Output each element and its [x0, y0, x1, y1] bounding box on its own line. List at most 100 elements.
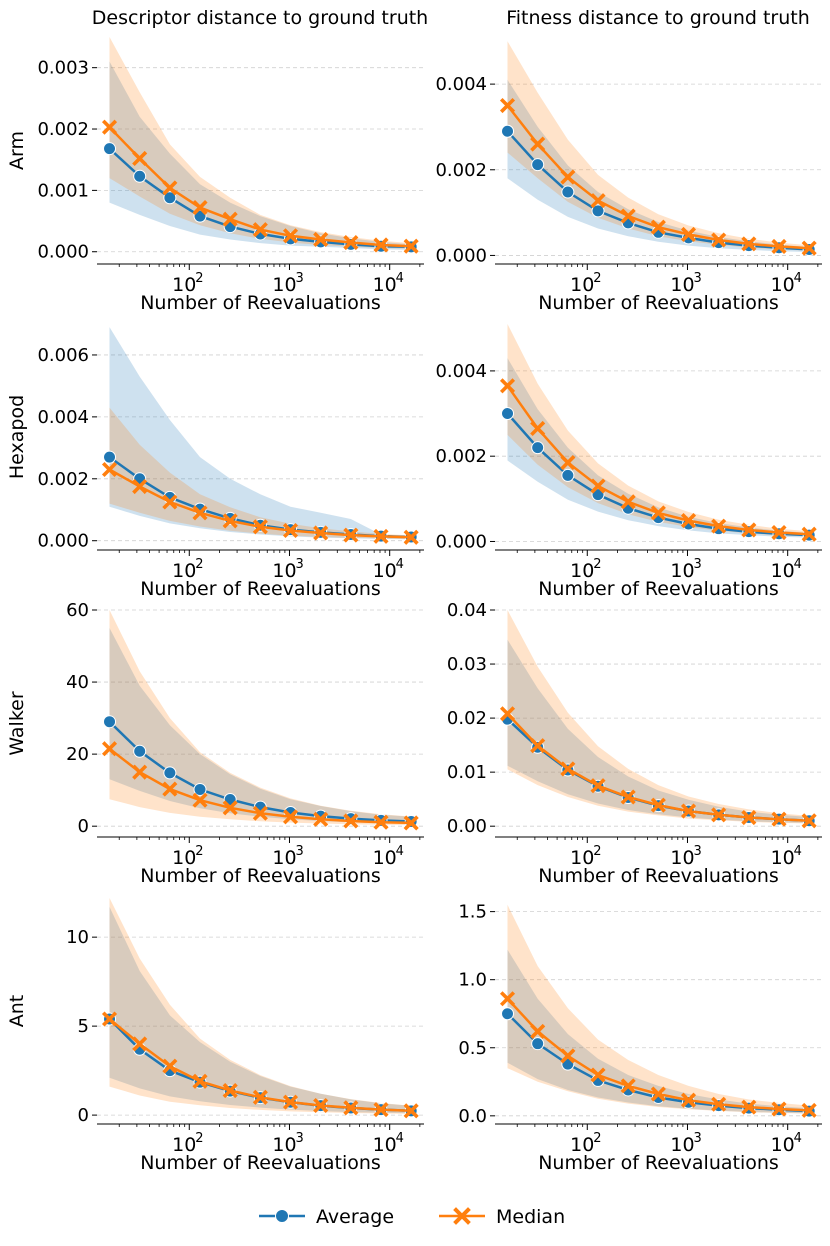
median-confidence-band: [507, 324, 810, 537]
median-point: [343, 1100, 359, 1116]
x-tick-exponent: 3: [693, 1131, 701, 1146]
x-axis-label: Number of Reevaluations: [538, 578, 779, 600]
median-point: [132, 150, 148, 167]
row-label: Hexapod: [6, 395, 28, 479]
legend-median-marker: [453, 1207, 471, 1225]
median-point: [771, 1101, 787, 1117]
x-tick-label: 10: [172, 274, 196, 296]
median-confidence-band: [109, 610, 412, 825]
median-point: [801, 526, 817, 542]
y-tick-label: 0.000: [37, 531, 89, 552]
median-point: [711, 518, 727, 534]
x-tick-label: 10: [172, 1134, 196, 1156]
median-point: [560, 761, 576, 777]
median-point: [680, 226, 697, 242]
legend-average-label: Average: [316, 1206, 394, 1228]
median-point: [650, 797, 666, 813]
average-point: [163, 766, 177, 780]
x-tick-exponent: 2: [593, 1131, 601, 1146]
x-axis-label: Number of Reevaluations: [140, 578, 381, 600]
average-confidence-band: [507, 358, 810, 538]
median-point: [343, 527, 359, 543]
median-point: [313, 811, 329, 827]
median-point: [499, 991, 516, 1007]
average-point: [561, 468, 575, 482]
row-label: Arm: [6, 131, 28, 170]
median-confidence-band: [507, 610, 810, 824]
median-point: [373, 237, 389, 253]
median-point: [343, 813, 359, 829]
median-point: [132, 1036, 148, 1052]
median-confidence-band: [109, 37, 412, 249]
median-point: [801, 813, 817, 829]
y-tick-label: 0: [78, 816, 89, 837]
col-title-fitness: Fitness distance to ground truth: [506, 7, 810, 29]
x-tick-exponent: 4: [794, 1131, 802, 1146]
y-tick-label: 0.000: [37, 242, 89, 263]
median-point: [373, 528, 389, 544]
median-point: [741, 236, 757, 252]
median-point: [590, 478, 606, 494]
y-tick-label: 0.002: [435, 446, 487, 467]
median-point: [590, 1067, 606, 1083]
median-confidence-band: [109, 898, 412, 1114]
x-tick-exponent: 3: [295, 557, 303, 572]
y-tick-label: 1.0: [458, 970, 487, 991]
x-tick-label: 10: [373, 560, 397, 582]
x-tick-label: 10: [771, 847, 795, 869]
x-tick-label: 10: [373, 847, 397, 869]
legend-median-label: Median: [496, 1206, 565, 1228]
median-point: [711, 807, 727, 823]
median-point: [590, 778, 606, 794]
y-tick-label: 0.004: [37, 407, 89, 428]
median-point: [741, 1099, 757, 1115]
average-point: [133, 744, 147, 758]
x-tick-label: 10: [570, 274, 594, 296]
x-tick-exponent: 3: [295, 844, 303, 859]
y-tick-label: 0.02: [447, 708, 487, 729]
x-tick-label: 10: [570, 560, 594, 582]
x-tick-exponent: 4: [794, 271, 802, 286]
median-point: [771, 811, 787, 827]
median-point: [252, 222, 268, 238]
x-tick-label: 10: [670, 274, 694, 296]
average-point: [531, 441, 545, 455]
x-tick-label: 10: [670, 1134, 694, 1156]
x-tick-label: 10: [771, 560, 795, 582]
legend: Average Median: [259, 1206, 565, 1228]
median-point: [771, 524, 787, 541]
x-tick-exponent: 3: [693, 557, 701, 572]
y-tick-label: 0.002: [37, 469, 89, 490]
median-point: [741, 522, 757, 538]
median-point: [282, 522, 299, 539]
y-tick-label: 0.01: [447, 762, 487, 783]
median-point: [373, 1102, 389, 1118]
y-tick-label: 0.00: [447, 816, 487, 837]
median-point: [222, 513, 238, 529]
median-point: [373, 814, 389, 830]
median-point: [403, 529, 419, 545]
x-tick-exponent: 4: [794, 844, 802, 859]
x-axis-label: Number of Reevaluations: [538, 865, 779, 887]
x-tick-exponent: 2: [195, 844, 203, 859]
y-tick-label: 0.0: [458, 1106, 487, 1127]
median-point: [403, 815, 419, 831]
median-point: [192, 792, 208, 808]
row-label: Ant: [6, 995, 28, 1028]
x-tick-exponent: 4: [396, 844, 404, 859]
x-axis-label: Number of Reevaluations: [538, 1152, 779, 1174]
average-point: [193, 782, 207, 796]
average-confidence-band: [507, 79, 810, 252]
median-point: [101, 461, 118, 478]
median-point: [680, 513, 697, 529]
median-point: [801, 1102, 817, 1118]
row-label: Walker: [6, 691, 28, 756]
x-tick-exponent: 2: [593, 844, 601, 859]
median-confidence-band: [507, 904, 810, 1114]
x-axis-label: Number of Reevaluations: [538, 292, 779, 314]
median-point: [343, 234, 359, 251]
